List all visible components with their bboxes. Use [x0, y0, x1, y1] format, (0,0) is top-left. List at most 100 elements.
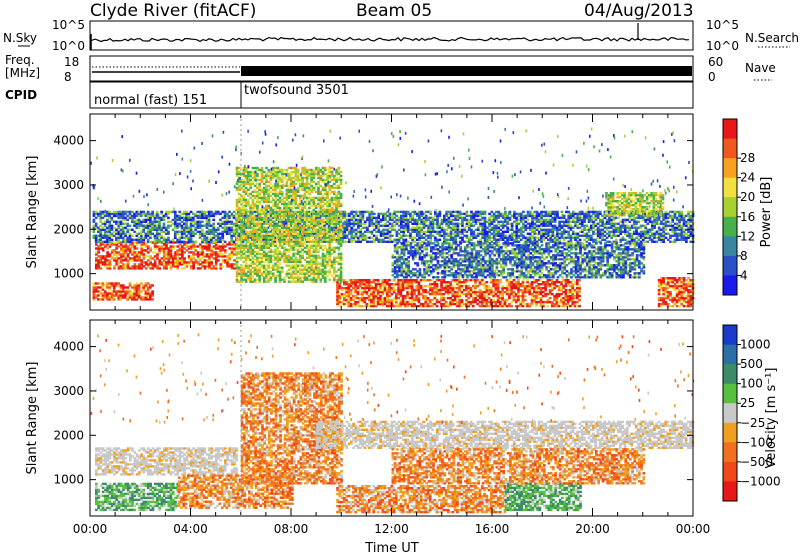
heatmap-cell: [361, 226, 365, 229]
heatmap-cell: [173, 216, 177, 220]
heatmap-cell: [472, 218, 476, 222]
heatmap-cell: [573, 283, 577, 286]
heatmap-cell: [350, 230, 353, 233]
heatmap-cell: [687, 214, 690, 218]
heatmap-cell: [146, 298, 150, 301]
heatmap-cell: [544, 218, 548, 222]
heatmap-cell: [687, 284, 690, 288]
heatmap-cell: [539, 300, 543, 304]
heatmap-cell: [399, 294, 403, 298]
heatmap-cell: [162, 243, 166, 246]
heatmap-cell: [365, 283, 369, 286]
heatmap-cell: [496, 298, 500, 302]
heatmap-cell: [517, 214, 521, 218]
heatmap-cell: [479, 230, 482, 233]
heatmap-cell: [106, 214, 109, 218]
heatmap-cell: [208, 263, 211, 266]
heatmap-cell: [531, 220, 534, 223]
heatmap-cell: [110, 212, 114, 216]
heatmap-cell: [558, 232, 561, 235]
heatmap-cell: [235, 202, 239, 206]
heatmap-cell: [483, 284, 486, 288]
heatmap-cell: [494, 304, 498, 308]
heatmap-cell: [538, 226, 541, 229]
heatmap-cell: [560, 224, 564, 227]
heatmap-cell: [471, 300, 475, 304]
heatmap-cell: [298, 216, 301, 220]
heatmap-cell: [133, 263, 137, 266]
heatmap-cell: [379, 283, 382, 286]
heatmap-cell: [320, 236, 324, 239]
heatmap-cell: [418, 218, 421, 222]
heatmap-cell: [413, 292, 416, 296]
heatmap-cell: [514, 281, 518, 284]
heatmap-cell: [144, 249, 148, 252]
heatmap-cell: [225, 218, 229, 222]
heatmap-cell: [533, 298, 536, 302]
heatmap-cell: [271, 212, 274, 216]
heatmap-cell: [219, 240, 222, 243]
heatmap-cell: [240, 280, 243, 283]
heatmap-cell: [456, 222, 460, 225]
heatmap-cell: [472, 224, 476, 227]
heatmap-cell: [345, 218, 349, 222]
heatmap-cell: [669, 210, 672, 214]
heatmap-cell: [144, 232, 148, 235]
heatmap-cell: [392, 304, 396, 308]
heatmap-cell: [133, 298, 136, 301]
heatmap-cell: [673, 214, 677, 218]
heatmap-cell: [506, 240, 509, 243]
heatmap-cell: [207, 216, 211, 220]
heatmap-cell: [447, 302, 450, 306]
heatmap-cell: [456, 294, 459, 298]
heatmap-cell: [474, 281, 477, 284]
heatmap-cell: [187, 228, 191, 231]
heatmap-cell: [566, 300, 570, 304]
heatmap-cell: [194, 253, 198, 256]
heatmap-cell: [467, 222, 471, 225]
heatmap-cell: [160, 234, 163, 237]
heatmap-cell: [555, 292, 559, 296]
heatmap-cell: [542, 210, 546, 214]
heatmap-cell: [540, 218, 543, 222]
heatmap-cell: [124, 222, 127, 225]
heatmap-cell: [531, 222, 534, 225]
heatmap-cell: [585, 234, 589, 237]
heatmap-cell: [228, 230, 231, 233]
heatmap-cell: [128, 224, 132, 227]
heatmap-cell: [513, 230, 516, 233]
heatmap-cell: [240, 254, 243, 257]
heatmap-cell: [452, 224, 455, 227]
heatmap-cell: [176, 222, 179, 225]
heatmap-cell: [587, 218, 591, 222]
heatmap-cell: [92, 294, 96, 297]
heatmap-cell: [196, 230, 200, 233]
heatmap-cell: [121, 218, 125, 222]
heatmap-cell: [137, 288, 141, 291]
heatmap-cell: [508, 281, 511, 284]
heatmap-cell: [501, 226, 505, 229]
heatmap-cell: [514, 300, 518, 304]
heatmap-cell: [240, 178, 243, 182]
heatmap-cell: [135, 212, 139, 216]
heatmap-cell: [329, 234, 333, 237]
heatmap-cell: [162, 222, 166, 225]
heatmap-cell: [366, 210, 369, 214]
heatmap-cell: [347, 294, 351, 298]
heatmap-cell: [669, 279, 672, 282]
heatmap-cell: [535, 288, 538, 292]
heatmap-cell: [400, 214, 403, 218]
heatmap-cell: [135, 255, 139, 258]
freq-tick-bottom: 8: [64, 70, 72, 84]
heatmap-cell: [169, 257, 173, 260]
heatmap-cell: [238, 224, 241, 227]
heatmap-cell: [176, 226, 179, 229]
heatmap-cell: [390, 292, 394, 296]
heatmap-cell: [544, 294, 547, 298]
heatmap-cell: [528, 288, 532, 292]
heatmap-cell: [560, 234, 564, 237]
heatmap-cell: [212, 212, 216, 216]
heatmap-cell: [465, 292, 468, 296]
heatmap-cell: [167, 226, 170, 229]
heatmap-cell: [358, 296, 362, 300]
